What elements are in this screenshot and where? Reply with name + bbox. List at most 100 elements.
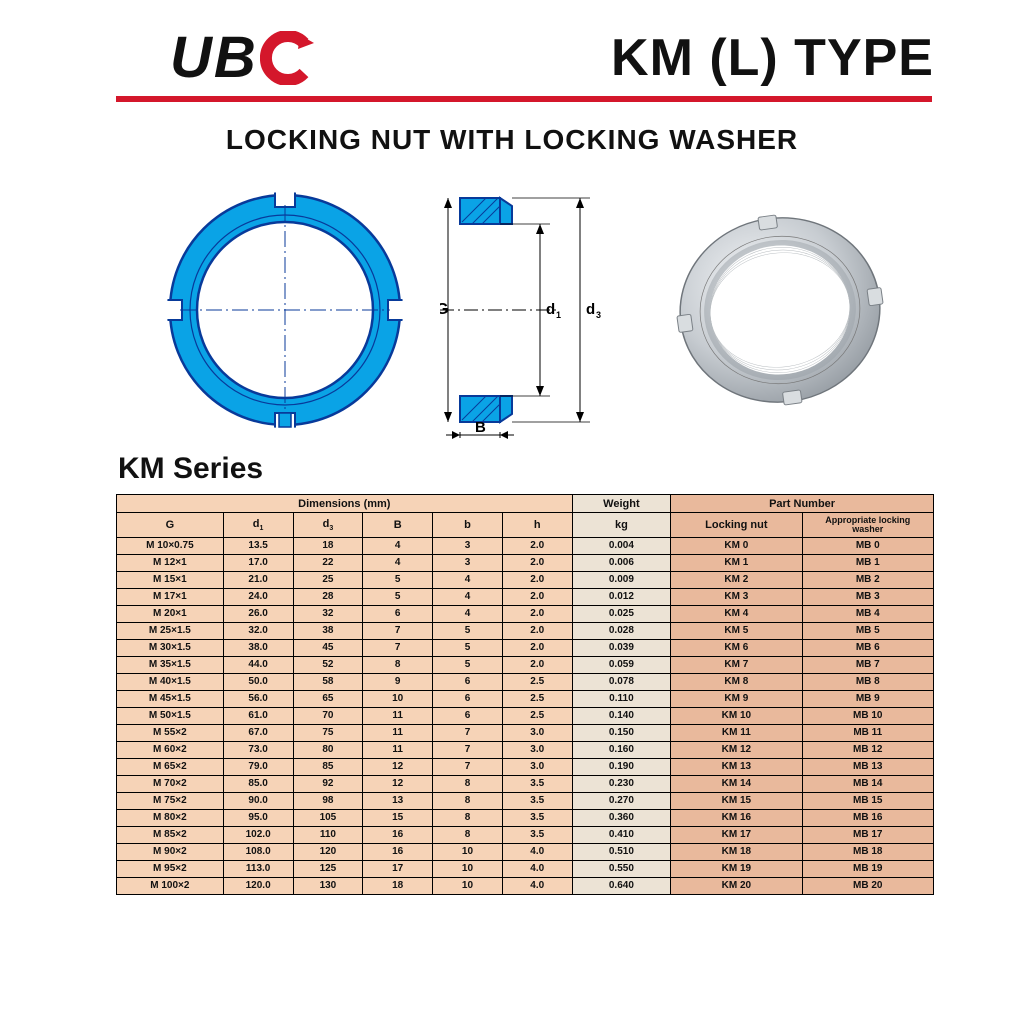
cell: 0.039 — [572, 639, 671, 656]
cell: KM 13 — [671, 758, 802, 775]
cell: 0.006 — [572, 554, 671, 571]
cell: 6 — [363, 605, 433, 622]
cell: 13.5 — [223, 537, 293, 554]
cell: 0.028 — [572, 622, 671, 639]
cell: 6 — [433, 707, 503, 724]
cell: 61.0 — [223, 707, 293, 724]
cell: 6 — [433, 690, 503, 707]
table-row: M 17×124.028542.00.012KM 3MB 3 — [117, 588, 934, 605]
cell: M 25×1.5 — [117, 622, 224, 639]
cell: 22 — [293, 554, 363, 571]
cell: KM 4 — [671, 605, 802, 622]
cell: 11 — [363, 741, 433, 758]
cell: 7 — [433, 741, 503, 758]
cell: MB 15 — [802, 792, 933, 809]
cell: MB 2 — [802, 571, 933, 588]
cell: MB 9 — [802, 690, 933, 707]
svg-text:d: d — [586, 301, 595, 318]
cell: 85.0 — [223, 775, 293, 792]
cell: M 60×2 — [117, 741, 224, 758]
cell: 65 — [293, 690, 363, 707]
cell: 108.0 — [223, 843, 293, 860]
cell: MB 4 — [802, 605, 933, 622]
cell: 3.0 — [502, 724, 572, 741]
cell: 0.009 — [572, 571, 671, 588]
cell: 52 — [293, 656, 363, 673]
cell: 4 — [363, 554, 433, 571]
logo-text: UB — [170, 29, 258, 87]
page-title: KM (L) TYPE — [611, 28, 934, 88]
cell: 3.5 — [502, 826, 572, 843]
cell: 58 — [293, 673, 363, 690]
cell: 80 — [293, 741, 363, 758]
cell: 28 — [293, 588, 363, 605]
cell: 5 — [433, 639, 503, 656]
cell: 0.078 — [572, 673, 671, 690]
svg-text:d: d — [546, 301, 555, 318]
cell: MB 7 — [802, 656, 933, 673]
th-d3: d3 — [293, 513, 363, 538]
cell: 4 — [433, 571, 503, 588]
cell: 7 — [363, 639, 433, 656]
cell: KM 20 — [671, 877, 802, 894]
cell: 0.510 — [572, 843, 671, 860]
cell: KM 6 — [671, 639, 802, 656]
cell: 44.0 — [223, 656, 293, 673]
svg-text:1: 1 — [556, 310, 561, 320]
cell: M 100×2 — [117, 877, 224, 894]
cell: 92 — [293, 775, 363, 792]
th-kg: kg — [572, 513, 671, 538]
cell: M 10×0.75 — [117, 537, 224, 554]
cell: 32.0 — [223, 622, 293, 639]
cell: 7 — [433, 724, 503, 741]
cell: MB 13 — [802, 758, 933, 775]
cell: 5 — [363, 588, 433, 605]
cell: 2.5 — [502, 673, 572, 690]
cell: M 50×1.5 — [117, 707, 224, 724]
svg-text:3: 3 — [596, 310, 601, 320]
cell: 2.5 — [502, 707, 572, 724]
cell: 125 — [293, 860, 363, 877]
cell: M 15×1 — [117, 571, 224, 588]
cell: 45 — [293, 639, 363, 656]
cell: 15 — [363, 809, 433, 826]
cell: 16 — [363, 826, 433, 843]
cell: 2.0 — [502, 537, 572, 554]
cell: KM 7 — [671, 656, 802, 673]
cell: 3.5 — [502, 792, 572, 809]
cell: 3.0 — [502, 758, 572, 775]
cell: 70 — [293, 707, 363, 724]
cell: 0.270 — [572, 792, 671, 809]
cell: 12 — [363, 775, 433, 792]
cell: 8 — [433, 792, 503, 809]
cell: M 70×2 — [117, 775, 224, 792]
table-row: M 12×117.022432.00.006KM 1MB 1 — [117, 554, 934, 571]
cell: 8 — [433, 826, 503, 843]
subtitle: LOCKING NUT WITH LOCKING WASHER — [0, 124, 1024, 156]
cell: 0.190 — [572, 758, 671, 775]
table-row: M 35×1.544.052852.00.059KM 7MB 7 — [117, 656, 934, 673]
cell: MB 1 — [802, 554, 933, 571]
cell: 120.0 — [223, 877, 293, 894]
cell: 3.0 — [502, 741, 572, 758]
cell: 0.004 — [572, 537, 671, 554]
diagram-row: G d1 d3 B — [0, 156, 1024, 446]
cell: M 30×1.5 — [117, 639, 224, 656]
cell: M 95×2 — [117, 860, 224, 877]
cell: 2.0 — [502, 622, 572, 639]
table-row: M 25×1.532.038752.00.028KM 5MB 5 — [117, 622, 934, 639]
cell: 113.0 — [223, 860, 293, 877]
cell: 0.360 — [572, 809, 671, 826]
cell: M 35×1.5 — [117, 656, 224, 673]
spec-table-wrap: Dimensions (mm) Weight Part Number G d1 … — [116, 494, 934, 895]
cell: 3 — [433, 554, 503, 571]
cell: MB 12 — [802, 741, 933, 758]
table-row: M 15×121.025542.00.009KM 2MB 2 — [117, 571, 934, 588]
cell: MB 0 — [802, 537, 933, 554]
cell: KM 11 — [671, 724, 802, 741]
product-render — [660, 190, 900, 430]
table-row: M 20×126.032642.00.025KM 4MB 4 — [117, 605, 934, 622]
cell: M 20×1 — [117, 605, 224, 622]
cell: MB 17 — [802, 826, 933, 843]
cell: KM 5 — [671, 622, 802, 639]
